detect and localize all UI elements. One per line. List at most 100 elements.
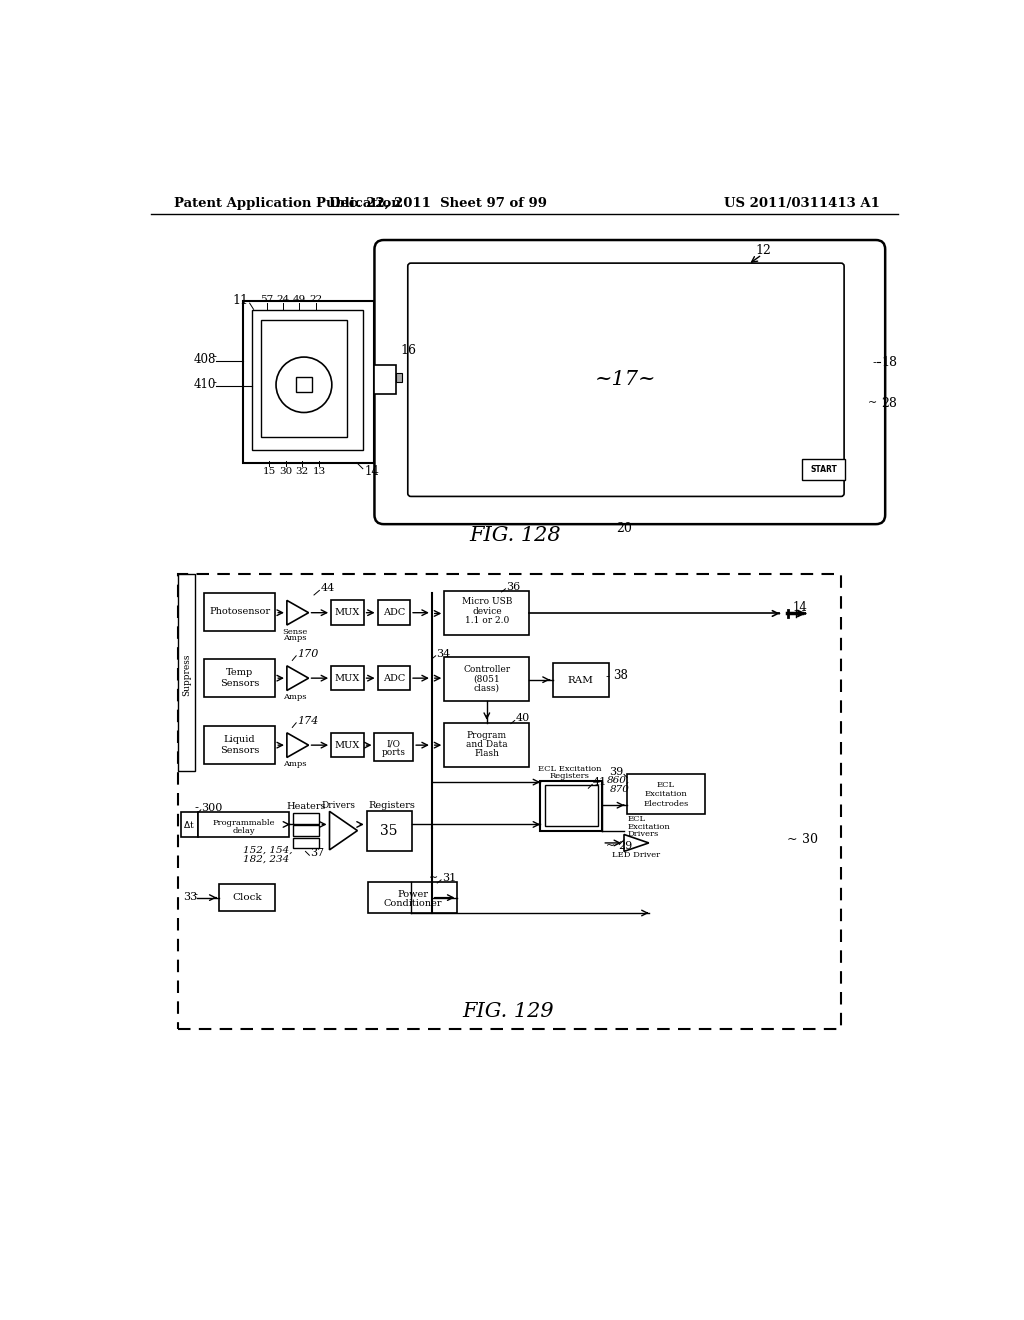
Text: 31: 31 [442,873,456,883]
Text: Drivers: Drivers [628,830,659,838]
Bar [553,663,608,697]
Text: 18: 18 [882,356,897,370]
Bar [444,657,529,701]
Bar [204,659,275,697]
Text: (8051: (8051 [473,675,500,684]
Text: 38: 38 [613,669,628,682]
Bar [369,882,458,913]
Text: 40: 40 [515,713,529,723]
Text: 36: 36 [506,582,520,591]
Text: Micro USB: Micro USB [462,598,512,606]
Bar [375,364,396,395]
Text: 15: 15 [262,466,275,475]
Text: ~: ~ [867,399,877,408]
Text: 49: 49 [293,294,306,304]
Text: class): class) [474,684,500,693]
Text: 1.1 or 2.0: 1.1 or 2.0 [465,616,509,624]
Text: 20: 20 [616,521,632,535]
Bar [243,301,375,462]
Bar [444,591,529,635]
Text: Sensors: Sensors [220,678,259,688]
FancyBboxPatch shape [375,240,885,524]
Text: ADC: ADC [383,673,404,682]
Text: Flash: Flash [474,750,500,758]
Text: FIG. 128: FIG. 128 [470,527,561,545]
Bar [331,733,364,758]
Text: Photosensor: Photosensor [209,607,270,616]
Text: Amps: Amps [283,693,306,701]
Bar [545,785,598,826]
Bar [293,838,319,849]
Text: 29: 29 [617,841,632,851]
Text: 12: 12 [756,244,772,257]
Text: -: - [212,376,216,387]
Text: 870: 870 [610,785,630,795]
Text: ADC: ADC [383,609,404,618]
Bar [296,378,311,392]
Text: 41: 41 [593,777,607,787]
Text: -: - [194,888,197,899]
Text: Clock: Clock [232,894,262,902]
Bar [627,775,705,814]
Text: 24: 24 [276,294,290,304]
Text: Liquid: Liquid [224,735,255,744]
Text: Conditioner: Conditioner [384,899,442,908]
Text: -: - [195,803,199,813]
Bar [180,812,198,837]
Text: 34: 34 [436,648,451,659]
Text: -: - [605,671,609,681]
Bar [331,665,364,690]
Text: 13: 13 [312,466,326,475]
Text: and Data: and Data [466,741,508,748]
Text: 408: 408 [194,352,216,366]
Text: 33: 33 [182,892,197,902]
Text: ECL Excitation: ECL Excitation [538,766,601,774]
Text: Excitation: Excitation [628,822,671,830]
Text: I/O: I/O [387,739,400,748]
Text: ECL: ECL [628,814,646,824]
Text: ~: ~ [429,873,438,883]
Bar [396,374,402,383]
Bar [261,321,346,437]
Text: ports: ports [382,748,406,758]
Text: 32: 32 [296,466,309,475]
Text: 14: 14 [365,465,379,478]
Text: 16: 16 [400,345,417,358]
Text: Registers: Registers [550,772,590,780]
Bar [367,812,412,851]
Text: 300: 300 [202,803,223,813]
Text: Program: Program [467,731,507,739]
Text: START: START [810,465,837,474]
Text: 35: 35 [381,825,398,838]
Text: Registers: Registers [368,801,415,809]
Text: Amps: Amps [283,760,306,768]
Bar [178,574,841,1028]
Text: $\Delta$t: $\Delta$t [183,818,196,830]
Text: Suppress: Suppress [182,653,191,696]
Bar [204,593,275,631]
Text: -: - [212,351,216,362]
Text: Patent Application Publication: Patent Application Publication [174,197,401,210]
Bar [178,574,196,771]
Text: 170: 170 [297,648,318,659]
FancyBboxPatch shape [408,263,844,496]
Text: 22: 22 [309,294,323,304]
Text: Programmable: Programmable [212,818,274,826]
Text: Power: Power [397,890,428,899]
Bar [293,825,319,836]
Bar [378,601,410,626]
Text: Dec. 22, 2011  Sheet 97 of 99: Dec. 22, 2011 Sheet 97 of 99 [329,197,547,210]
Text: 39: 39 [609,767,624,777]
Text: RAM: RAM [567,676,594,685]
Text: delay: delay [232,828,255,836]
Text: 860,: 860, [607,776,630,785]
Text: Drivers: Drivers [322,801,355,809]
Text: Heaters: Heaters [287,803,326,812]
Text: -: - [872,358,877,367]
Text: 57: 57 [260,294,273,304]
Text: device: device [472,607,502,615]
Text: 28: 28 [882,397,897,409]
Text: 30: 30 [802,833,818,846]
Text: 182, 234: 182, 234 [243,854,289,863]
Bar [219,884,275,911]
